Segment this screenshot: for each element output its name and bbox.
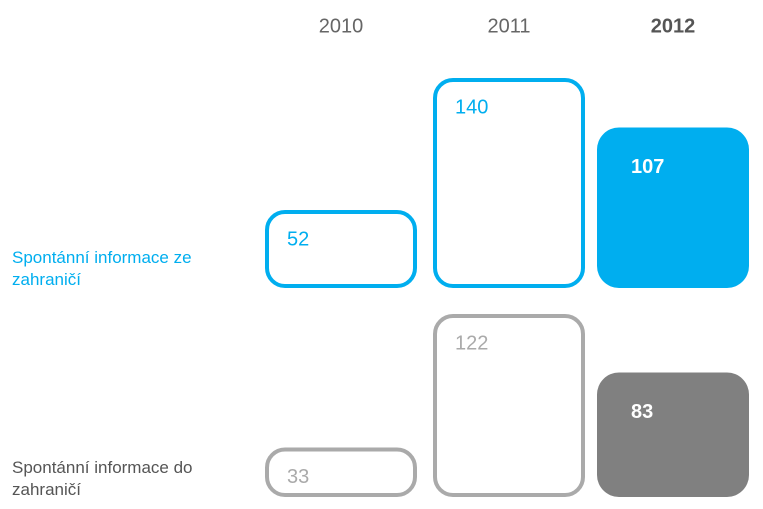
value-label: 140 bbox=[455, 96, 488, 118]
value-label: 33 bbox=[287, 466, 309, 488]
value-label: 107 bbox=[631, 156, 664, 178]
bar bbox=[433, 78, 585, 288]
series-label: Spontánní informace ze zahraničí bbox=[12, 248, 192, 289]
column-header: 2010 bbox=[319, 15, 364, 37]
column-header: 2011 bbox=[487, 15, 530, 37]
value-label: 52 bbox=[287, 228, 309, 250]
bar bbox=[597, 127, 749, 288]
column-header: 2012 bbox=[651, 15, 696, 37]
bar bbox=[265, 447, 417, 497]
value-label: 122 bbox=[455, 332, 488, 354]
value-label: 83 bbox=[631, 401, 653, 423]
series-label: Spontánní informace do zahraničí bbox=[12, 458, 193, 499]
bar bbox=[433, 314, 585, 497]
bar bbox=[265, 210, 417, 288]
bar bbox=[597, 372, 749, 497]
